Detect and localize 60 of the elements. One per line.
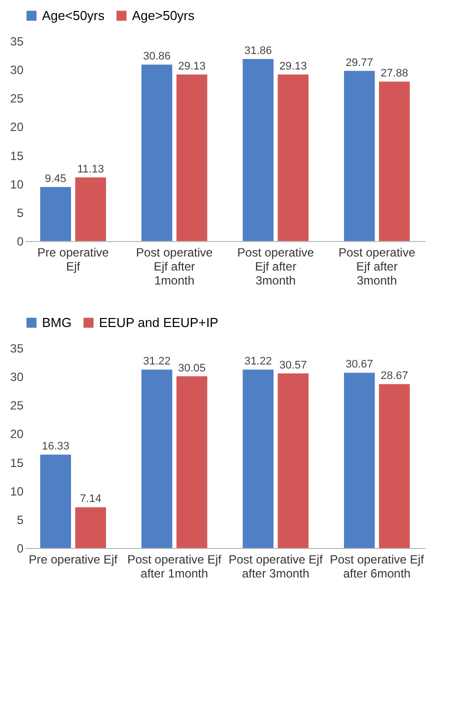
y-tick-label: 35 — [10, 34, 24, 48]
legend-label: BMG — [42, 314, 72, 330]
data-label: 9.45 — [44, 173, 66, 185]
data-label: 30.86 — [143, 50, 171, 63]
bar — [141, 64, 172, 241]
y-tick-label: 5 — [16, 206, 24, 220]
data-label: 30.57 — [279, 359, 307, 372]
data-label: 28.67 — [380, 370, 408, 382]
data-label: 31.22 — [143, 356, 171, 368]
y-tick-label: 15 — [10, 148, 24, 163]
legend-label: Age>50yrs — [132, 8, 196, 23]
bar — [344, 372, 375, 548]
data-label: 16.33 — [42, 440, 70, 453]
data-label: 31.86 — [244, 44, 272, 57]
data-label: 27.88 — [380, 68, 408, 80]
y-tick-label: 0 — [16, 234, 24, 248]
y-tick-label: 20 — [10, 120, 24, 134]
x-tick-label: Post operative Ejf after 3month — [237, 246, 314, 288]
y-tick-label: 20 — [10, 427, 24, 442]
legend-label: Age<50yrs — [42, 8, 106, 23]
y-tick-label: 30 — [10, 370, 24, 384]
bar — [379, 82, 410, 241]
data-label: 31.22 — [244, 356, 272, 368]
bar — [40, 454, 71, 548]
bar — [176, 74, 208, 241]
bar — [379, 384, 410, 548]
y-tick-label: 15 — [10, 456, 24, 470]
bar — [141, 370, 172, 548]
data-label: 30.67 — [346, 358, 374, 371]
bar — [176, 376, 208, 548]
y-tick-label: 25 — [10, 398, 24, 413]
data-label: 29.13 — [178, 60, 206, 73]
x-tick-label: Post operative Ejf after 6month — [330, 552, 425, 580]
x-tick-label: Post operative Ejf after 1month — [136, 246, 214, 288]
data-label: 7.14 — [80, 493, 102, 506]
bar — [344, 70, 375, 241]
data-label: 29.13 — [279, 60, 307, 73]
x-tick-label: Post operative Ejf after 3month — [228, 552, 324, 580]
x-tick-label: Pre operative Ejf — [28, 552, 118, 566]
data-label: 30.05 — [178, 362, 206, 374]
bar — [75, 507, 106, 548]
y-tick-label: 30 — [10, 63, 24, 78]
x-tick-label: Post operative Ejf after 1month — [127, 552, 222, 580]
bar — [278, 74, 309, 241]
y-tick-label: 35 — [10, 342, 24, 356]
legend-label: EEUP and EEUP+IP — [99, 314, 218, 330]
y-tick-label: 25 — [10, 92, 24, 106]
y-tick-label: 10 — [10, 177, 24, 192]
y-tick-label: 10 — [10, 484, 24, 498]
data-label: 11.13 — [77, 163, 104, 176]
bar — [75, 177, 106, 241]
bar — [242, 58, 274, 241]
y-tick-label: 5 — [16, 512, 24, 527]
bar — [278, 373, 309, 548]
data-label: 29.77 — [346, 56, 374, 69]
x-tick-label: Post operative Ejf after 3month — [338, 246, 416, 288]
bar — [242, 370, 274, 548]
bar — [40, 187, 71, 241]
y-tick-label: 0 — [16, 542, 24, 556]
x-tick-label: Pre operative Ejf — [37, 246, 110, 274]
